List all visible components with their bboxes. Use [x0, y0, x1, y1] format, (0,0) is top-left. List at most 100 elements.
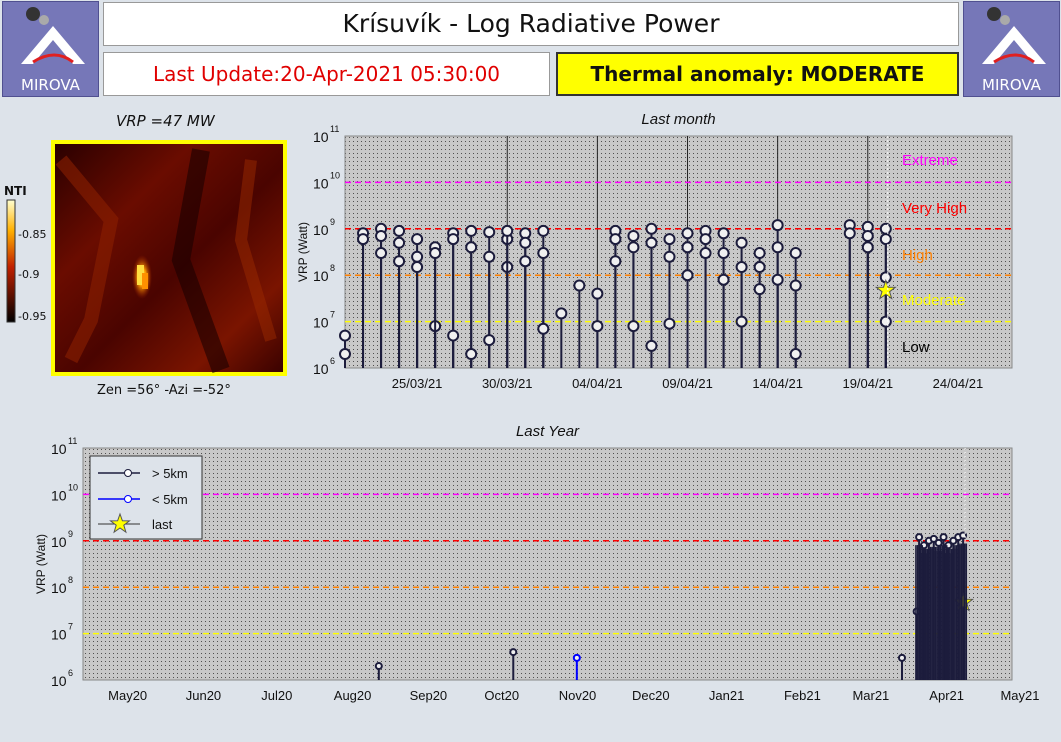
data-point-marker [501, 224, 514, 237]
threshold-label: Very High [902, 200, 967, 217]
data-point-marker [339, 329, 351, 342]
x-tick-label: Jun20 [186, 688, 221, 703]
data-point-marker [429, 247, 442, 260]
legend-label: > 5km [152, 466, 188, 481]
data-point-marker [519, 255, 532, 268]
data-point-marker [609, 255, 622, 268]
data-point-marker [483, 226, 496, 239]
data-point-marker [519, 236, 532, 249]
data-point-marker [483, 250, 496, 263]
data-point-marker [789, 279, 802, 292]
data-point-marker [465, 241, 478, 254]
logo-text: MIROVA [982, 76, 1041, 94]
y-tick-label: 10 [51, 534, 67, 550]
data-point-marker [447, 233, 460, 246]
y-tick-exponent: 7 [68, 622, 73, 632]
threshold-label: High [902, 247, 933, 264]
x-tick-label: 30/03/21 [482, 376, 533, 391]
x-tick-label: Jan21 [709, 688, 744, 703]
mirova-logo-right: MIROVA [963, 1, 1060, 97]
data-point-marker [591, 287, 604, 300]
threshold-label: Moderate [902, 292, 965, 309]
data-point-marker [789, 348, 802, 361]
data-point-marker [627, 229, 640, 242]
data-point-marker [699, 247, 712, 260]
y-tick-exponent: 6 [330, 356, 335, 366]
data-point-marker [949, 536, 958, 545]
chart-title: Last month [641, 111, 715, 128]
y-tick-exponent: 8 [330, 263, 335, 273]
data-point-marker [934, 538, 943, 547]
threshold-label: Low [902, 339, 930, 356]
y-tick-exponent: 11 [68, 436, 77, 446]
x-tick-label: Sep20 [410, 688, 448, 703]
y-tick-exponent: 10 [68, 482, 78, 492]
y-tick-label: 10 [51, 673, 67, 689]
data-point-marker [861, 241, 874, 254]
data-point-marker [627, 320, 640, 333]
legend-label: < 5km [152, 492, 188, 507]
y-tick-label: 10 [51, 580, 67, 596]
last-update: Last Update:20-Apr-2021 05:30:00 [103, 52, 550, 96]
data-point-marker [645, 236, 658, 249]
data-point-marker [393, 236, 406, 249]
x-tick-label: 19/04/21 [842, 376, 893, 391]
data-point-marker [537, 247, 550, 260]
data-point-marker [339, 348, 351, 361]
vrp-label: VRP =47 MW [116, 112, 215, 130]
data-point-marker [663, 250, 676, 263]
y-tick-label: 10 [51, 441, 67, 457]
data-point-marker [537, 224, 550, 237]
data-point-marker [591, 320, 604, 333]
legend-star [109, 512, 131, 534]
x-tick-label: Jul20 [261, 688, 292, 703]
data-point-marker [465, 348, 478, 361]
plot-area [82, 447, 1013, 681]
colorbar-tick: -0.95 [18, 310, 47, 323]
data-point-marker [483, 334, 496, 347]
data-point-marker [681, 241, 694, 254]
threshold-label: Extreme [902, 152, 958, 169]
data-point-marker [753, 283, 766, 296]
data-point-marker [465, 224, 478, 237]
y-tick-exponent: 9 [330, 217, 335, 227]
data-point-marker [537, 322, 550, 335]
data-point-marker [681, 227, 694, 240]
data-point-marker [771, 219, 784, 232]
data-point-marker [735, 261, 748, 274]
last-point-star [874, 278, 897, 300]
y-tick-label: 10 [313, 315, 329, 331]
data-point-marker [717, 247, 730, 260]
y-tick-exponent: 9 [68, 529, 73, 539]
data-point-marker [717, 273, 730, 286]
x-tick-label: 24/04/21 [933, 376, 984, 391]
thermal-image [55, 144, 283, 374]
data-point-marker [374, 662, 383, 671]
colorbar-tick: -0.9 [18, 268, 40, 281]
data-point-marker [573, 279, 586, 292]
logo-text: MIROVA [21, 76, 80, 94]
legend-box [89, 455, 203, 540]
x-tick-label: 25/03/21 [392, 376, 443, 391]
y-axis-label: VRP (Watt) [34, 534, 48, 594]
y-tick-label: 10 [313, 175, 329, 191]
chart-legend: > 5km < 5km last [89, 455, 203, 540]
data-point-marker [843, 227, 856, 240]
legend-marker-far [124, 469, 132, 477]
colorbar [6, 199, 16, 323]
data-point-marker [411, 233, 424, 246]
y-tick-exponent: 8 [68, 575, 73, 585]
x-tick-label: 09/04/21 [662, 376, 713, 391]
volcano-icon [21, 7, 85, 64]
y-tick-exponent: 11 [330, 124, 339, 134]
data-point-marker [789, 247, 802, 260]
thermal-image-frame [51, 140, 287, 376]
data-point-marker [771, 241, 784, 254]
data-point-marker [645, 339, 658, 352]
chart-title: Last Year [516, 423, 580, 440]
data-point-marker [375, 247, 388, 260]
x-tick-label: May20 [108, 688, 147, 703]
data-point-marker [375, 229, 388, 242]
